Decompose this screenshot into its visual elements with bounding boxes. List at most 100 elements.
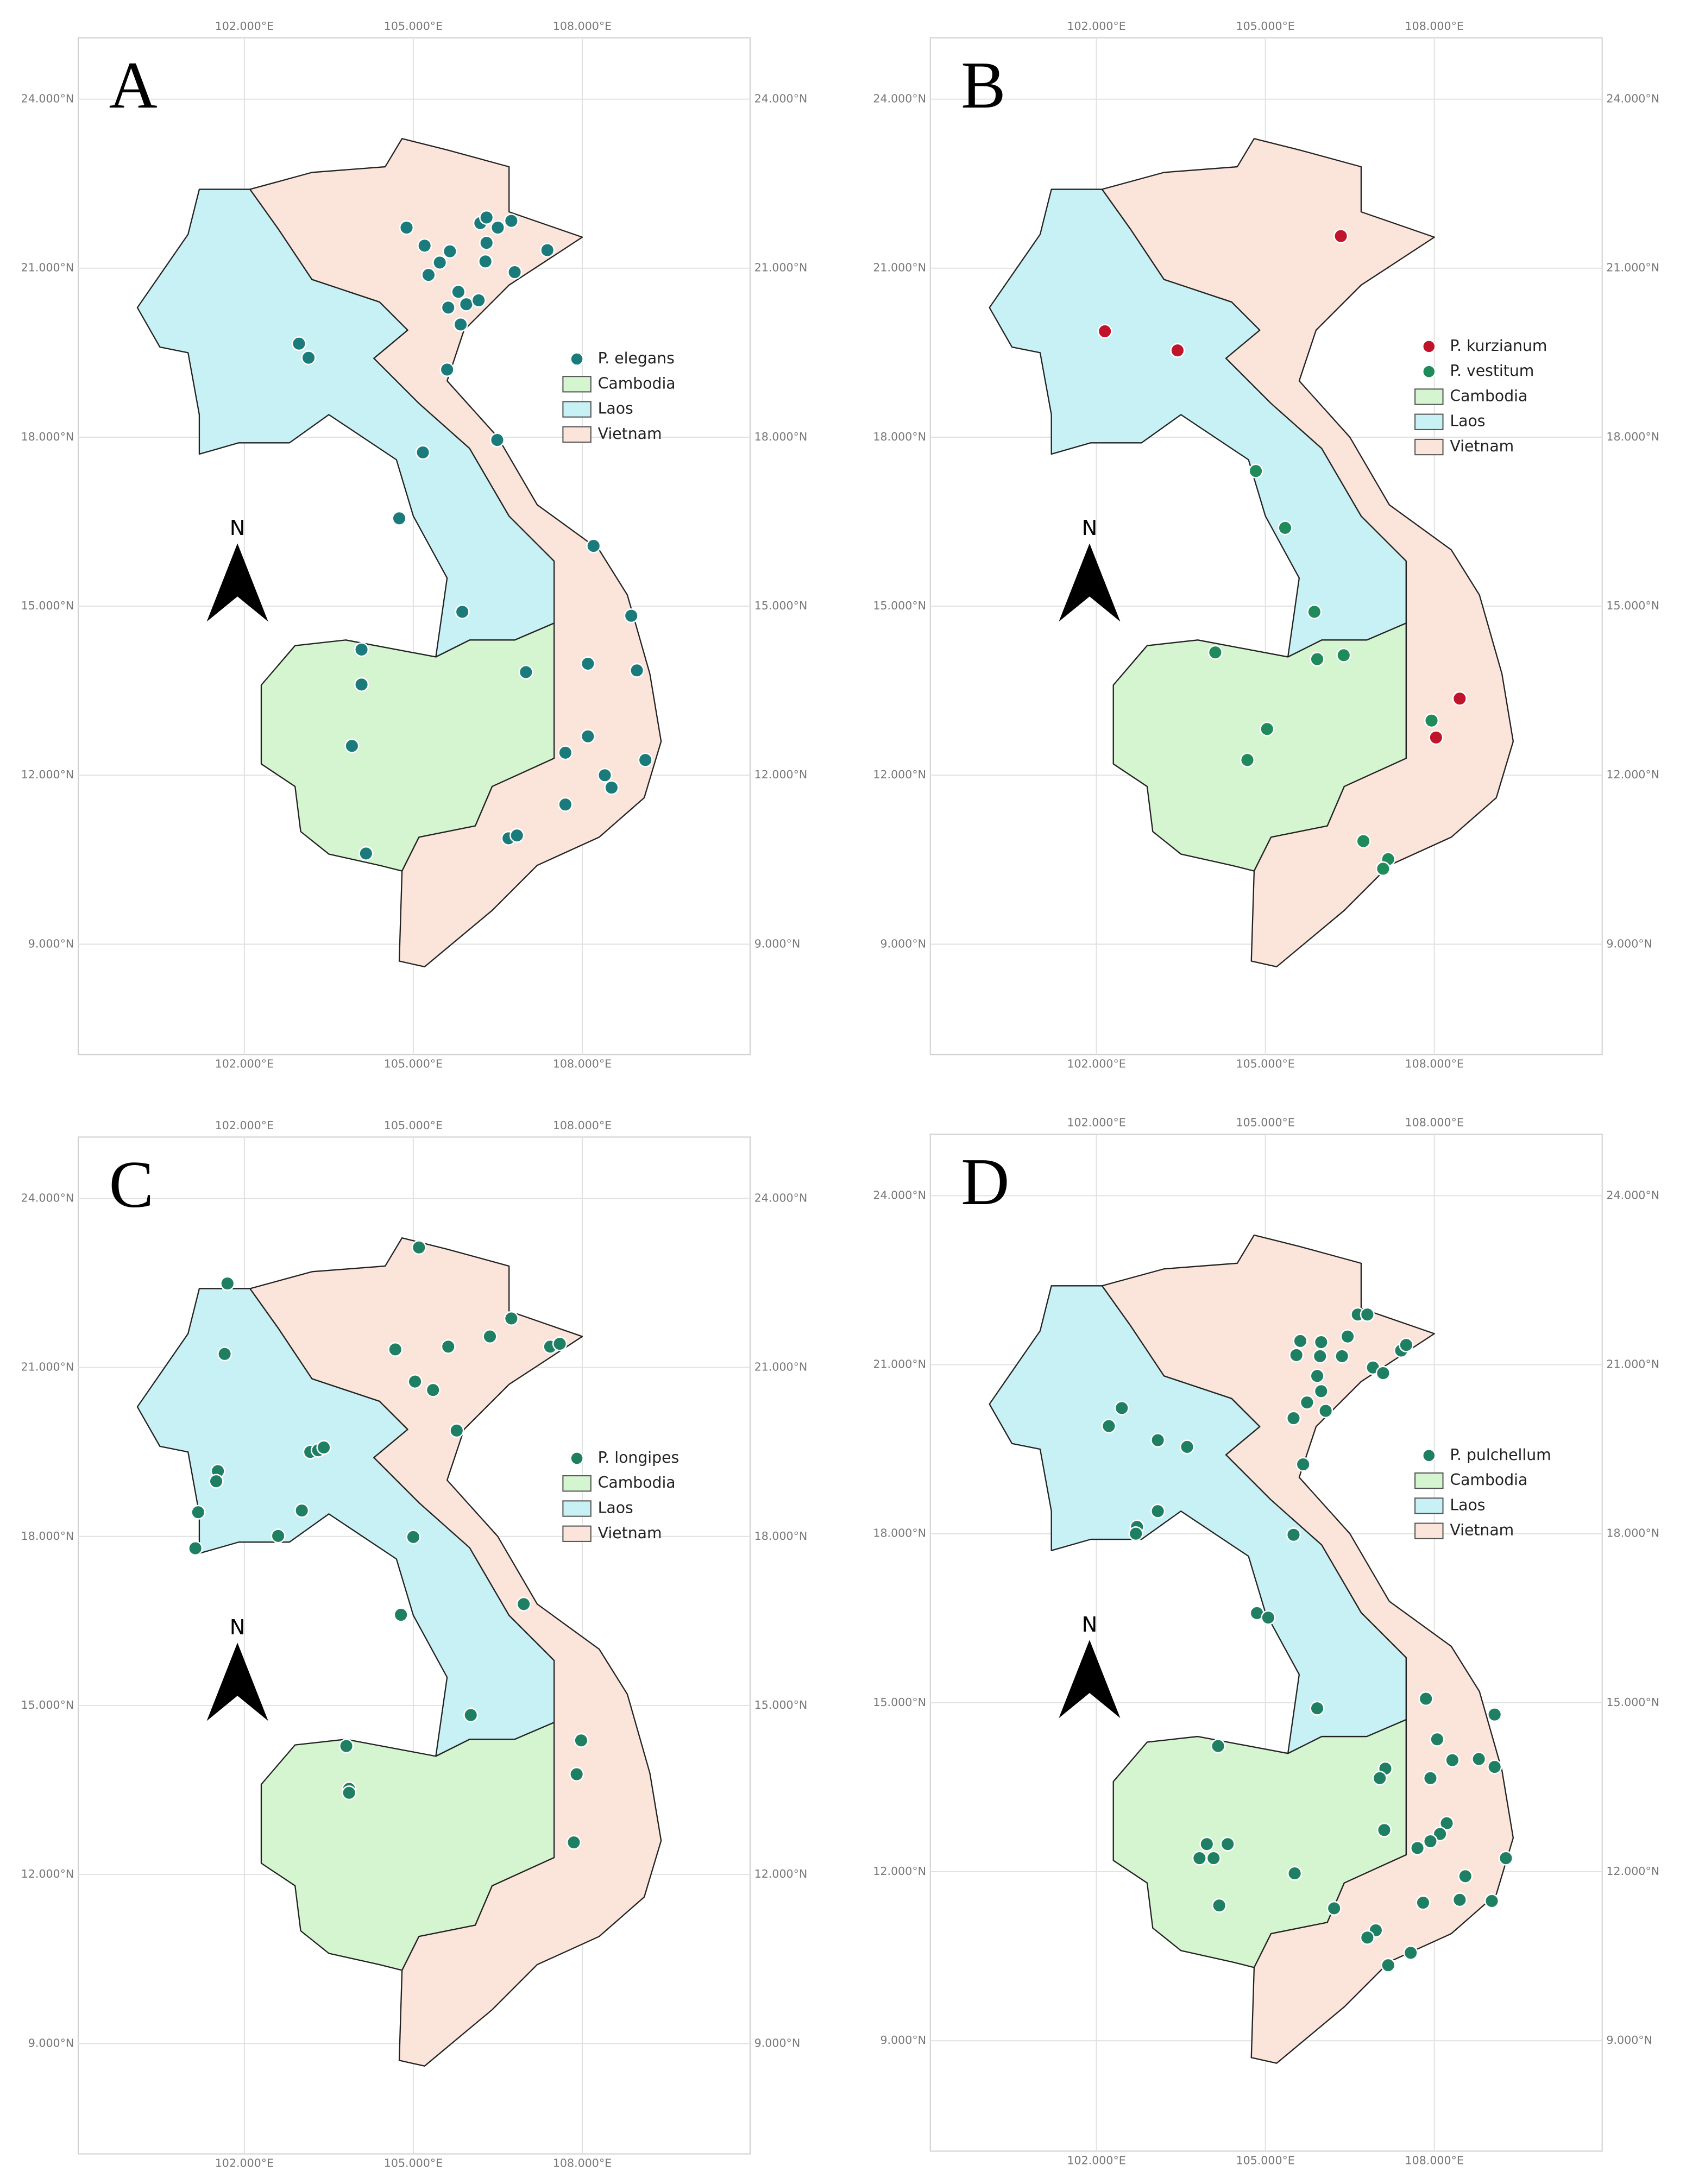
occurrence-point: [1326, 1900, 1342, 1916]
occurrence-point: [1372, 1771, 1387, 1786]
legend-marker: [1421, 339, 1436, 354]
y-tick-label: 18.000°N: [754, 1530, 808, 1543]
y-tick-label: 15.000°N: [754, 1698, 808, 1711]
occurrence-point: [1170, 343, 1185, 358]
x-tick-label: 105.000°E: [1236, 20, 1295, 33]
y-tick-label: 18.000°N: [873, 1527, 926, 1540]
occurrence-point: [1498, 1851, 1514, 1866]
occurrence-point: [1430, 1732, 1445, 1747]
occurrence-point: [463, 1707, 479, 1723]
occurrence-point: [1248, 463, 1263, 479]
y-tick-label: 9.000°N: [754, 937, 801, 950]
occurrence-point: [574, 1733, 589, 1748]
occurrence-point: [1471, 1751, 1487, 1767]
occurrence-point: [1128, 1526, 1143, 1541]
occurrence-point: [415, 445, 431, 460]
y-tick-label: 24.000°N: [754, 1191, 808, 1204]
y-tick-label: 18.000°N: [1606, 430, 1659, 443]
occurrence-point: [1335, 1349, 1350, 1364]
legend-label: P. kurzianum: [1450, 337, 1547, 355]
occurrence-point: [1286, 1411, 1301, 1426]
occurrence-point: [569, 1766, 584, 1782]
occurrence-point: [1150, 1503, 1166, 1519]
occurrence-point: [1487, 1707, 1502, 1722]
occurrence-point: [439, 362, 455, 377]
occurrence-point: [1381, 1958, 1396, 1973]
occurrence-point: [1452, 1892, 1468, 1908]
occurrence-point: [1313, 1335, 1329, 1350]
y-tick-label: 21.000°N: [21, 261, 74, 274]
occurrence-point: [455, 604, 470, 620]
y-tick-label: 24.000°N: [1606, 1188, 1659, 1201]
occurrence-point: [344, 738, 360, 753]
occurrence-point: [1307, 604, 1322, 620]
occurrence-point: [558, 745, 573, 760]
occurrence-point: [1445, 1753, 1460, 1768]
legend-label: Laos: [598, 1499, 633, 1516]
y-tick-label: 9.000°N: [1606, 937, 1652, 950]
country-vietnam: [249, 138, 662, 968]
y-tick-label: 12.000°N: [873, 1865, 926, 1878]
occurrence-point: [1287, 1866, 1303, 1881]
y-tick-label: 15.000°N: [754, 599, 808, 612]
occurrence-point: [453, 317, 468, 332]
occurrence-point: [1310, 651, 1325, 667]
country-vietnam: [1101, 1234, 1514, 2064]
occurrence-point: [558, 797, 573, 812]
x-tick-label: 108.000°E: [553, 1119, 612, 1132]
occurrence-point: [451, 284, 466, 299]
y-tick-label: 12.000°N: [754, 1867, 808, 1880]
x-tick-label: 108.000°E: [1405, 2154, 1464, 2167]
occurrence-point: [1260, 721, 1275, 737]
north-label: N: [1081, 516, 1097, 540]
occurrence-point: [301, 350, 316, 366]
occurrence-point: [441, 300, 456, 315]
occurrence-point: [1261, 1610, 1276, 1625]
occurrence-point: [638, 752, 653, 767]
legend-swatch: [1414, 1522, 1444, 1539]
y-tick-label: 12.000°N: [21, 1867, 74, 1880]
y-tick-label: 24.000°N: [21, 1191, 74, 1204]
legend-label: Laos: [598, 400, 633, 418]
occurrence-point: [1310, 1701, 1325, 1716]
x-tick-label: 102.000°E: [1067, 1058, 1125, 1071]
map-panel: 102.000°E 102.000°E 105.000°E 105.000°E 108.…: [21, 1119, 808, 2170]
legend-label: Laos: [1450, 412, 1485, 430]
x-tick-label: 105.000°E: [384, 2157, 443, 2170]
occurrence-point: [1356, 833, 1371, 849]
occurrence-point: [1439, 1816, 1455, 1831]
map-panel: 102.000°E 102.000°E 105.000°E 105.000°E 108.…: [873, 1116, 1659, 2167]
occurrence-point: [1333, 229, 1349, 244]
y-tick-label: 21.000°N: [21, 1361, 74, 1374]
legend-label: Cambodia: [1450, 1471, 1527, 1489]
legend-label: Vietnam: [598, 1524, 662, 1542]
occurrence-point: [217, 1346, 232, 1362]
occurrence-point: [1403, 1945, 1418, 1960]
x-tick-label: 102.000°E: [1067, 2154, 1125, 2167]
y-tick-label: 9.000°N: [880, 2034, 926, 2047]
legend-label: Laos: [1450, 1496, 1485, 1514]
occurrence-point: [479, 235, 494, 250]
occurrence-point: [294, 1503, 310, 1518]
occurrence-point: [1220, 1836, 1235, 1852]
occurrence-point: [489, 432, 505, 448]
occurrence-point: [552, 1336, 568, 1351]
occurrence-point: [1212, 1898, 1227, 1913]
occurrence-point: [1289, 1348, 1304, 1363]
y-tick-label: 21.000°N: [873, 261, 926, 274]
y-tick-label: 24.000°N: [873, 92, 926, 105]
occurrence-point: [220, 1276, 235, 1291]
occurrence-point: [291, 336, 307, 351]
occurrence-point: [393, 1607, 408, 1622]
legend-label: P. elegans: [598, 349, 675, 367]
x-tick-label: 105.000°E: [1236, 1116, 1295, 1129]
legend-swatch: [1414, 413, 1444, 430]
legend-swatch: [562, 376, 592, 393]
occurrence-point: [432, 255, 448, 270]
occurrence-point: [1424, 713, 1439, 728]
occurrence-point: [338, 1739, 354, 1754]
x-tick-label: 102.000°E: [215, 1058, 274, 1071]
legend-marker: [570, 352, 584, 366]
legend-marker: [570, 1451, 584, 1465]
north-arrow: [206, 1642, 268, 1721]
